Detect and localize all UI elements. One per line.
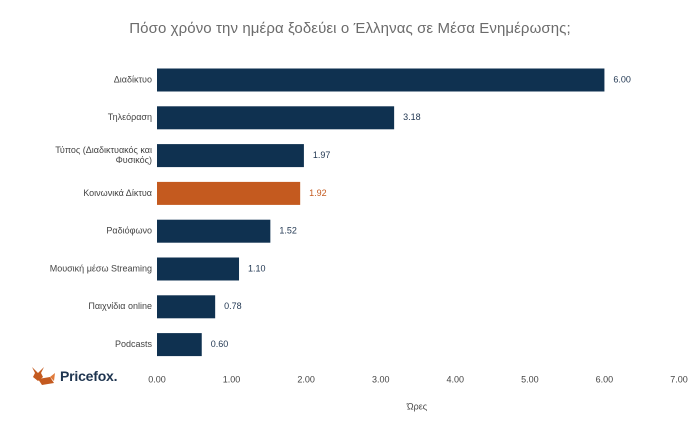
value-label: 6.00	[613, 74, 631, 84]
category-label: Ραδιόφωνο	[106, 226, 152, 236]
x-tick-label: 5.00	[521, 374, 539, 384]
bar	[157, 295, 216, 319]
value-label: 1.92	[309, 188, 327, 198]
pricefox-logo: Pricefox.	[30, 364, 118, 388]
category-label: Φυσικός)	[116, 155, 152, 165]
bar	[157, 333, 202, 357]
x-tick-label: 0.00	[148, 374, 166, 384]
bar	[157, 106, 395, 130]
x-tick-label: 3.00	[372, 374, 390, 384]
value-label: 1.10	[248, 263, 266, 273]
bar	[157, 257, 240, 281]
bar	[157, 68, 605, 92]
bar	[157, 181, 301, 205]
x-axis-label: Ώρες	[406, 401, 428, 411]
value-label: 0.60	[211, 339, 229, 349]
category-label: Τύπος (Διαδικτυακός και	[55, 145, 152, 155]
value-label: 3.18	[403, 112, 421, 122]
category-label: Παιχνίδια online	[88, 301, 152, 311]
x-tick-label: 2.00	[297, 374, 315, 384]
category-label: Κοινωνικά Δίκτυα	[83, 188, 152, 198]
x-tick-label: 6.00	[596, 374, 614, 384]
value-label: 1.52	[279, 226, 297, 236]
category-label: Μουσική μέσω Streaming	[50, 263, 152, 273]
bar	[157, 144, 304, 168]
chart-title: Πόσο χρόνο την ημέρα ξοδεύει ο Έλληνας σ…	[129, 20, 571, 37]
category-label: Podcasts	[115, 339, 153, 349]
bar	[157, 219, 271, 243]
category-label: Τηλεόραση	[108, 112, 152, 122]
x-tick-label: 1.00	[223, 374, 241, 384]
x-tick-label: 4.00	[447, 374, 465, 384]
x-tick-label: 7.00	[670, 374, 688, 384]
fox-icon	[32, 367, 55, 385]
value-label: 1.97	[313, 150, 331, 160]
category-label: Διαδίκτυο	[114, 74, 152, 84]
logo-text: Pricefox.	[60, 368, 118, 384]
value-label: 0.78	[224, 301, 242, 311]
